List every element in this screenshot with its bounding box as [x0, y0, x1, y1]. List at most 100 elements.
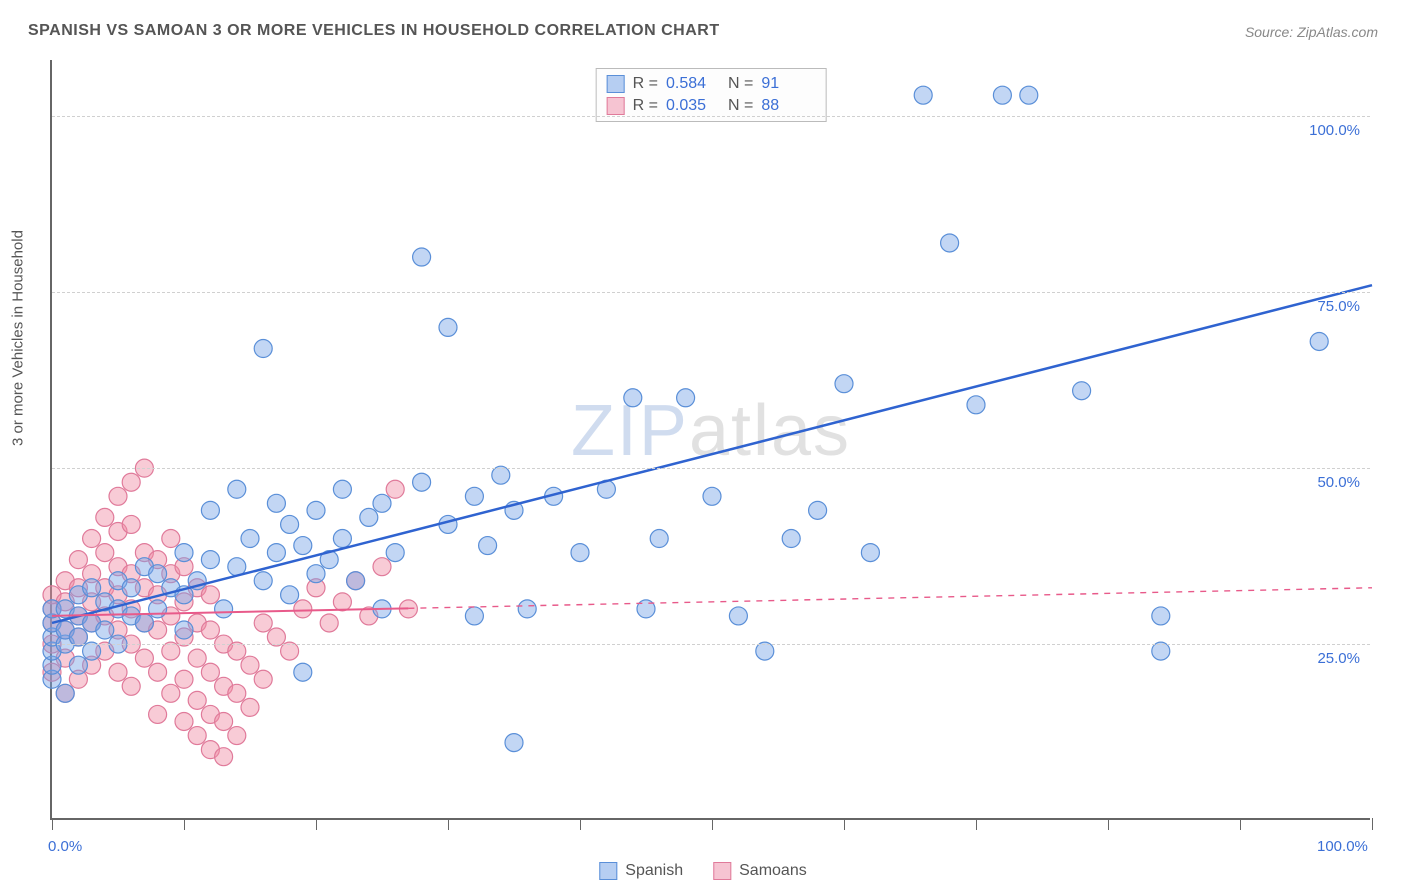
data-point — [96, 544, 114, 562]
gridline — [52, 468, 1370, 469]
data-point — [175, 621, 193, 639]
data-point — [122, 579, 140, 597]
data-point — [162, 684, 180, 702]
data-point — [294, 663, 312, 681]
y-tick-label: 25.0% — [1317, 650, 1360, 667]
data-point — [83, 579, 101, 597]
data-point — [96, 621, 114, 639]
data-point — [122, 473, 140, 491]
data-point — [188, 691, 206, 709]
data-point — [1310, 332, 1328, 350]
y-tick-label: 50.0% — [1317, 474, 1360, 491]
data-point — [281, 586, 299, 604]
data-point — [439, 318, 457, 336]
data-point — [413, 248, 431, 266]
data-point — [56, 684, 74, 702]
x-tick — [316, 818, 317, 830]
data-point — [254, 670, 272, 688]
y-tick-label: 75.0% — [1317, 298, 1360, 315]
data-point — [175, 712, 193, 730]
x-tick — [184, 818, 185, 830]
legend-item-spanish: Spanish — [599, 862, 683, 880]
chart-title: SPANISH VS SAMOAN 3 OR MORE VEHICLES IN … — [28, 22, 720, 40]
data-point — [347, 572, 365, 590]
data-point — [914, 86, 932, 104]
plot-area: ZIPatlas R = 0.584 N = 91 R = 0.035 N = … — [50, 60, 1370, 820]
swatch-spanish — [599, 862, 617, 880]
data-point — [729, 607, 747, 625]
data-point — [1073, 382, 1091, 400]
data-point — [228, 727, 246, 745]
data-point — [267, 544, 285, 562]
data-point — [650, 530, 668, 548]
legend-item-samoans: Samoans — [713, 862, 807, 880]
data-point — [96, 508, 114, 526]
data-point — [479, 537, 497, 555]
data-point — [241, 530, 259, 548]
data-point — [215, 600, 233, 618]
data-point — [135, 614, 153, 632]
data-point — [307, 565, 325, 583]
data-point — [465, 607, 483, 625]
x-tick — [448, 818, 449, 830]
data-point — [201, 621, 219, 639]
data-point — [320, 614, 338, 632]
gridline — [52, 116, 1370, 117]
data-point — [360, 508, 378, 526]
data-point — [861, 544, 879, 562]
data-point — [254, 572, 272, 590]
data-point — [254, 614, 272, 632]
y-axis-label: 3 or more Vehicles in Household — [10, 230, 27, 446]
data-point — [201, 586, 219, 604]
data-point — [571, 544, 589, 562]
data-point — [122, 677, 140, 695]
data-point — [122, 515, 140, 533]
data-point — [188, 727, 206, 745]
x-tick — [976, 818, 977, 830]
data-point — [149, 663, 167, 681]
data-point — [228, 684, 246, 702]
data-point — [294, 600, 312, 618]
source-name: ZipAtlas.com — [1297, 24, 1378, 40]
x-tick — [52, 818, 53, 830]
data-point — [201, 663, 219, 681]
data-point — [782, 530, 800, 548]
data-point — [149, 600, 167, 618]
data-point — [149, 565, 167, 583]
data-point — [386, 480, 404, 498]
data-point — [109, 663, 127, 681]
data-point — [228, 480, 246, 498]
x-tick — [712, 818, 713, 830]
gridline — [52, 644, 1370, 645]
trend-line-extrapolated — [408, 588, 1372, 609]
data-point — [254, 340, 272, 358]
x-tick — [844, 818, 845, 830]
data-point — [83, 530, 101, 548]
data-point — [294, 537, 312, 555]
data-point — [809, 501, 827, 519]
data-point — [135, 649, 153, 667]
series-legend: Spanish Samoans — [599, 862, 806, 880]
x-tick — [1372, 818, 1373, 830]
data-point — [149, 705, 167, 723]
data-point — [241, 698, 259, 716]
y-tick-label: 100.0% — [1309, 122, 1360, 139]
data-point — [267, 494, 285, 512]
data-point — [993, 86, 1011, 104]
data-point — [69, 656, 87, 674]
data-point — [677, 389, 695, 407]
data-point — [1152, 607, 1170, 625]
data-point — [1020, 86, 1038, 104]
data-point — [201, 501, 219, 519]
data-point — [162, 530, 180, 548]
data-point — [465, 487, 483, 505]
data-point — [333, 593, 351, 611]
data-point — [307, 501, 325, 519]
x-tick-label: 100.0% — [1317, 838, 1368, 855]
data-point — [69, 551, 87, 569]
data-point — [967, 396, 985, 414]
data-point — [241, 656, 259, 674]
data-point — [281, 515, 299, 533]
data-point — [835, 375, 853, 393]
data-point — [215, 712, 233, 730]
